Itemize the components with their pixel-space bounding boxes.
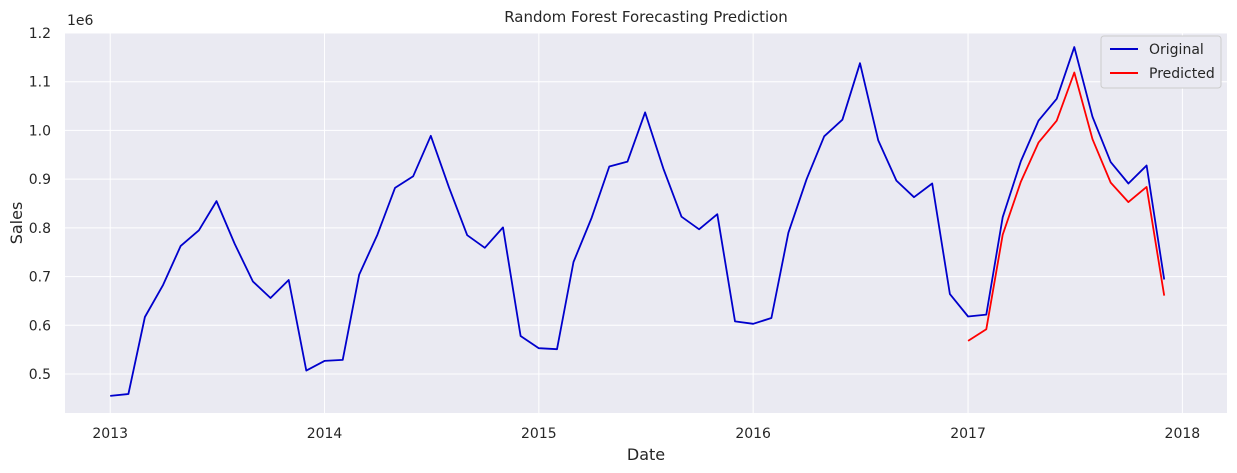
x-tick-label: 2018 xyxy=(1165,426,1201,442)
x-grid xyxy=(109,33,1183,413)
y-grid xyxy=(65,32,1227,375)
legend-label-original: Original xyxy=(1149,42,1204,58)
x-axis-title: Date xyxy=(627,445,665,464)
y-tick-labels: 0.5 0.6 0.7 0.8 0.9 1.0 1.1 1.2 xyxy=(29,26,51,383)
y-tick-label: 0.7 xyxy=(29,270,51,286)
series-line-predicted xyxy=(967,71,1166,342)
x-tick-label: 2015 xyxy=(521,426,557,442)
y-tick-label: 0.8 xyxy=(29,221,51,237)
x-tick-labels: 2013 2014 2015 2016 2017 2018 xyxy=(92,426,1200,442)
y-offset-label: 1e6 xyxy=(67,13,94,29)
series-layer xyxy=(110,46,1166,397)
y-tick-label: 1.2 xyxy=(29,26,51,42)
y-tick-label: 0.9 xyxy=(29,172,51,188)
y-tick-label: 1.0 xyxy=(29,123,51,139)
x-tick-label: 2016 xyxy=(735,426,771,442)
y-tick-label: 1.1 xyxy=(29,75,51,91)
chart-title: Random Forest Forecasting Prediction xyxy=(504,8,788,26)
y-tick-label: 0.6 xyxy=(29,318,51,334)
y-axis-title: Sales xyxy=(7,202,26,245)
x-tick-label: 2014 xyxy=(307,426,343,442)
y-tick-label: 0.5 xyxy=(29,367,51,383)
plot-area xyxy=(65,33,1227,413)
x-tick-label: 2013 xyxy=(92,426,128,442)
x-tick-label: 2017 xyxy=(950,426,986,442)
series-line-original xyxy=(110,46,1166,397)
legend: Original Predicted xyxy=(1100,35,1222,89)
legend-label-predicted: Predicted xyxy=(1149,66,1215,82)
